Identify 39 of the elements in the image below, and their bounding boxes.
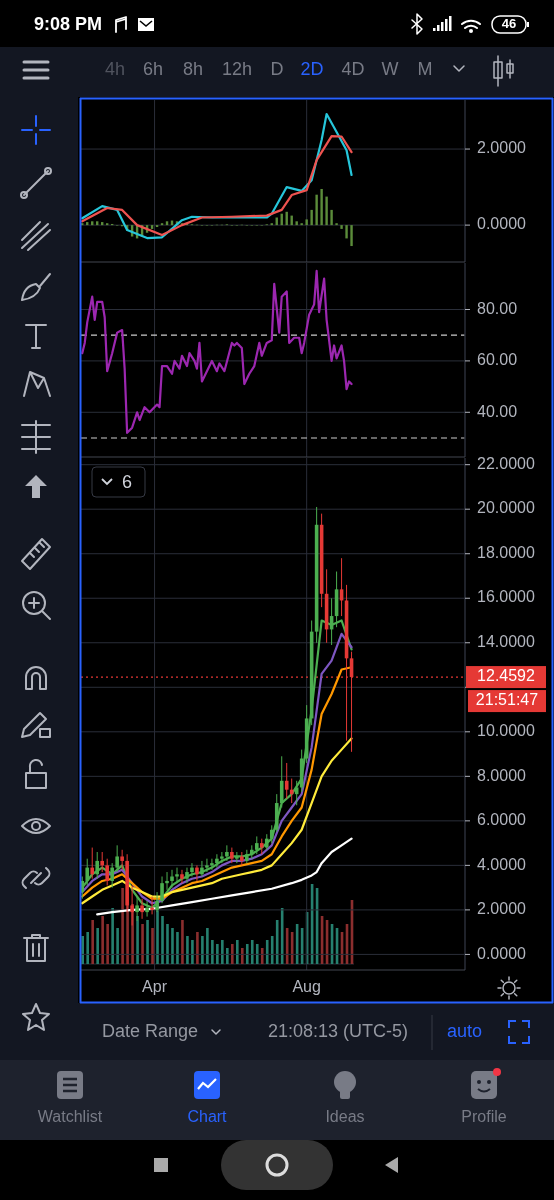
text: auto: [447, 1020, 483, 1041]
text: 2D: [300, 58, 324, 79]
text: Profile: [461, 1108, 507, 1126]
text: 21:08:13 (UTC-5): [267, 1020, 409, 1041]
text: 9:08 PM: [34, 13, 103, 34]
y-tick-label: 10.0000: [477, 722, 535, 740]
text: Watchlist: [37, 1108, 103, 1126]
text: 8h: [182, 58, 204, 79]
y-tick-label: 6.0000: [477, 811, 527, 829]
x-tick-label: Aug: [292, 978, 321, 996]
text: M: [417, 58, 433, 79]
y-tick-label: 18.0000: [477, 543, 535, 561]
text: W: [381, 58, 399, 79]
y-tick-label: 2.0000: [477, 900, 527, 918]
text: 4h: [104, 58, 126, 79]
text: 21:51:47: [475, 691, 539, 709]
text: D: [270, 58, 284, 79]
y-tick-label: 20.0000: [477, 499, 535, 517]
y-tick-label: 2.0000: [477, 139, 527, 157]
y-tick-label: 22.0000: [477, 454, 535, 472]
y-tick-label: 14.0000: [477, 632, 535, 650]
x-tick-label: Apr: [142, 978, 168, 996]
y-tick-label: 0.0000: [477, 944, 527, 962]
text: 6h: [142, 58, 164, 79]
y-tick-label: 16.0000: [477, 588, 535, 606]
text: Chart: [187, 1108, 228, 1126]
y-tick-label: 40.00: [477, 402, 518, 420]
y-tick-label: 4.0000: [477, 855, 527, 873]
text: Ideas: [325, 1108, 365, 1126]
text: 12h: [221, 58, 253, 79]
y-tick-label: 0.0000: [477, 215, 527, 233]
y-tick-label: 60.00: [477, 351, 518, 369]
text: Date Range: [102, 1020, 199, 1041]
y-tick-label: 8.0000: [477, 766, 527, 784]
ref-line-label: 12.4592: [477, 667, 536, 685]
y-tick-label: 80.00: [477, 299, 518, 317]
text: 4D: [341, 58, 365, 79]
text: 46: [501, 16, 517, 32]
annotation: 6: [121, 471, 133, 492]
